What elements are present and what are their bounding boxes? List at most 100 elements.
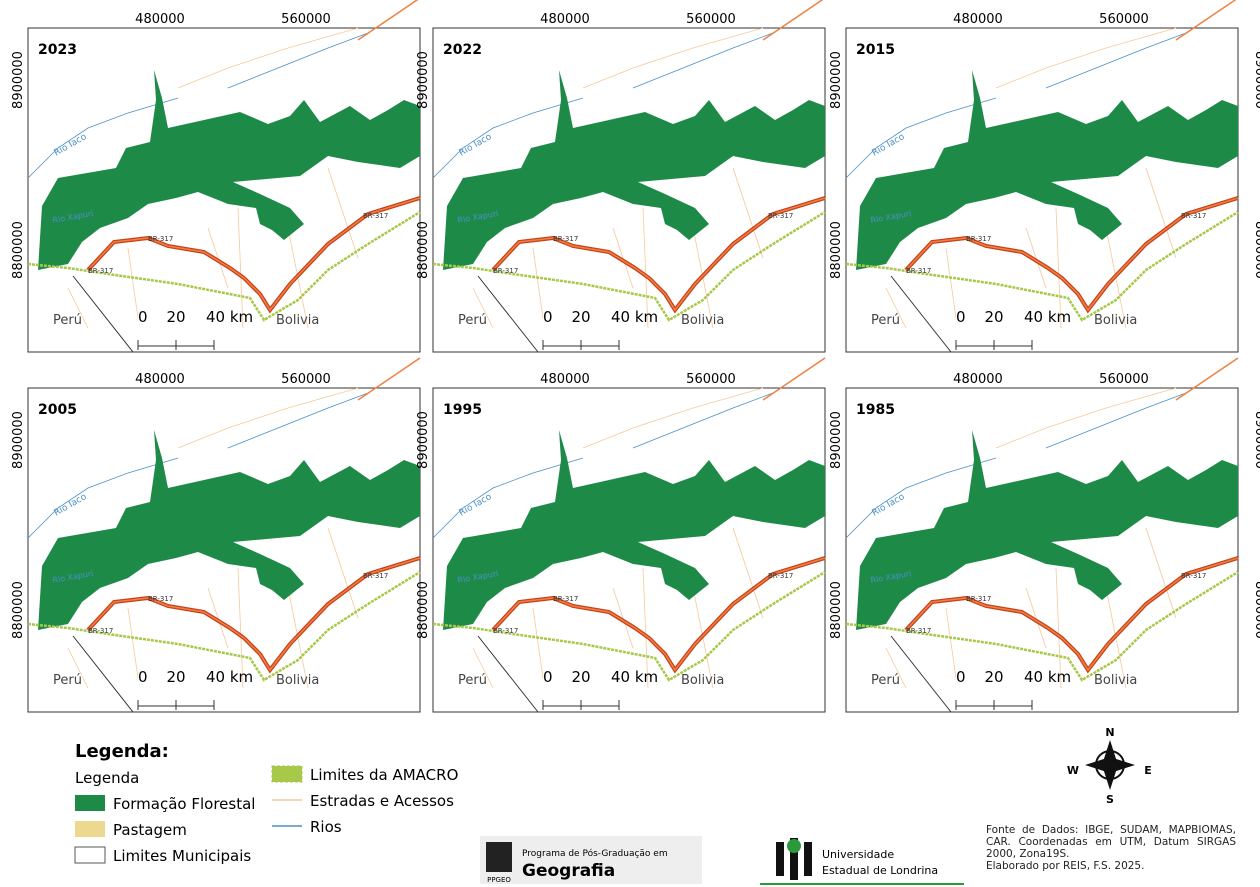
- source-text: Fonte de Dados: IBGE, SUDAM, MAPBIOMAS, …: [986, 824, 1236, 860]
- road-label: BR-317: [966, 235, 991, 243]
- x-coordinate-label: 480000: [135, 372, 185, 387]
- road-label: BR-317: [148, 235, 173, 243]
- place-label: Perú: [458, 313, 487, 328]
- legend-label: Pastagem: [113, 821, 187, 839]
- scale-bar-label: 0: [138, 308, 148, 326]
- y-coordinate-label: 8800000: [416, 581, 431, 639]
- x-coordinate-label: 560000: [686, 12, 736, 27]
- place-label: Bolivia: [276, 313, 319, 328]
- x-coordinate-label: 480000: [135, 12, 185, 27]
- scale-bar-label: 0: [543, 308, 553, 326]
- legend-swatch: [75, 821, 105, 837]
- road-label: BR-317: [768, 572, 793, 580]
- scale-bar-label: 20: [571, 668, 590, 686]
- legend-swatch: [272, 766, 302, 782]
- map-panel: 2022Rio IacoRio XapuriBR-317BR-317BR-317…: [416, 0, 825, 352]
- y-coordinate-label: 8900000: [1252, 51, 1260, 109]
- scale-bar-label: 40 km: [206, 308, 253, 326]
- compass-label: N: [1105, 726, 1114, 739]
- y-coordinate-label: 8800000: [416, 221, 431, 279]
- road-label: BR-317: [493, 627, 518, 635]
- year-label: 1995: [443, 402, 482, 418]
- scale-bar-label: 40 km: [611, 668, 658, 686]
- scale-bar-label: 40 km: [1024, 308, 1071, 326]
- road-label: BR-317: [553, 595, 578, 603]
- y-coordinate-label: 8800000: [1252, 221, 1260, 279]
- road-label: BR-317: [553, 235, 578, 243]
- compass-label: E: [1144, 764, 1152, 777]
- place-label: Perú: [871, 673, 900, 688]
- year-label: 1985: [856, 402, 895, 418]
- x-coordinate-label: 560000: [281, 372, 331, 387]
- place-label: Bolivia: [681, 313, 724, 328]
- road-label: BR-317: [88, 267, 113, 275]
- ppgeo-name: Geografia: [522, 861, 615, 881]
- x-coordinate-label: 480000: [953, 12, 1003, 27]
- place-label: Bolivia: [681, 673, 724, 688]
- y-coordinate-label: 8900000: [11, 411, 26, 469]
- legend-subtitle: Legenda: [75, 769, 139, 787]
- legend-label: Formação Florestal: [113, 795, 255, 813]
- scale-bar-label: 40 km: [206, 668, 253, 686]
- map-panel: 2005Rio IacoRio XapuriBR-317BR-317BR-317…: [11, 358, 420, 712]
- y-coordinate-label: 8900000: [11, 51, 26, 109]
- place-label: Bolivia: [276, 673, 319, 688]
- road-label: BR-317: [493, 267, 518, 275]
- y-coordinate-label: 8900000: [829, 411, 844, 469]
- source-author: Elaborado por REIS, F.S. 2025.: [986, 860, 1144, 872]
- scale-bar-label: 0: [543, 668, 553, 686]
- road-label: BR-317: [768, 212, 793, 220]
- scale-bar-label: 20: [984, 308, 1003, 326]
- y-coordinate-label: 8800000: [11, 221, 26, 279]
- map-panel: 2023Rio IacoRio XapuriBR-317BR-317BR-317…: [11, 0, 420, 352]
- road-label: BR-317: [363, 572, 388, 580]
- map-panel: 1985Rio IacoRio XapuriBR-317BR-317BR-317…: [829, 358, 1260, 712]
- x-coordinate-label: 560000: [686, 372, 736, 387]
- road-label: BR-317: [88, 627, 113, 635]
- uel-logo-dot: [787, 839, 801, 853]
- y-coordinate-label: 8800000: [829, 221, 844, 279]
- y-coordinate-label: 8900000: [829, 51, 844, 109]
- page: Legenda: Legenda 2023Rio IacoRio XapuriB…: [0, 0, 1260, 887]
- legend-swatch: [75, 847, 105, 863]
- year-label: 2005: [38, 402, 77, 418]
- legend-title: Legenda:: [75, 741, 169, 762]
- y-coordinate-label: 8800000: [829, 581, 844, 639]
- scale-bar-label: 40 km: [1024, 668, 1071, 686]
- year-label: 2022: [443, 42, 482, 58]
- place-label: Perú: [53, 673, 82, 688]
- road-label: BR-317: [1181, 212, 1206, 220]
- scale-bar-label: 0: [956, 308, 966, 326]
- road-label: BR-317: [906, 627, 931, 635]
- legend-label: Limites Municipais: [113, 847, 251, 865]
- road-label: BR-317: [1181, 572, 1206, 580]
- ppgeo-caption: Programa de Pós-Graduação em: [522, 848, 668, 859]
- legend-label: Limites da AMACRO: [310, 766, 458, 784]
- x-coordinate-label: 560000: [1099, 372, 1149, 387]
- road-label: BR-317: [363, 212, 388, 220]
- compass-label: W: [1067, 764, 1079, 777]
- x-coordinate-label: 480000: [540, 12, 590, 27]
- x-coordinate-label: 480000: [540, 372, 590, 387]
- y-coordinate-label: 8900000: [416, 411, 431, 469]
- place-label: Bolivia: [1094, 673, 1137, 688]
- place-label: Perú: [53, 313, 82, 328]
- x-coordinate-label: 480000: [953, 372, 1003, 387]
- place-label: Perú: [871, 313, 900, 328]
- year-label: 2023: [38, 42, 77, 58]
- x-coordinate-label: 560000: [281, 12, 331, 27]
- y-coordinate-label: 8800000: [1252, 581, 1260, 639]
- legend-swatch: [75, 795, 105, 811]
- legend-label: Rios: [310, 818, 342, 836]
- scale-bar-label: 0: [956, 668, 966, 686]
- compass-label: S: [1106, 793, 1114, 806]
- scale-bar-label: 20: [571, 308, 590, 326]
- map-figure: Legenda: Legenda 2023Rio IacoRio XapuriB…: [0, 0, 1260, 887]
- scale-bar-label: 20: [166, 308, 185, 326]
- road-label: BR-317: [906, 267, 931, 275]
- north-arrow: [1085, 740, 1135, 790]
- year-label: 2015: [856, 42, 895, 58]
- ppgeo-short: PPGEO: [487, 876, 511, 884]
- legend-label: Estradas e Acessos: [310, 792, 454, 810]
